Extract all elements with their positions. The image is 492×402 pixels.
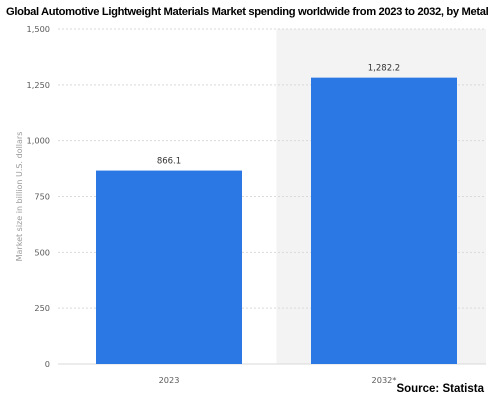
y-tick-label: 1,250 [27, 80, 50, 90]
data-label: 1,282.2 [368, 64, 400, 74]
bars [96, 77, 457, 364]
y-tick-label: 750 [34, 192, 50, 202]
y-axis-ticks: 0 250 500 750 1,000 1,250 1,500 [27, 24, 50, 369]
y-tick-label: 250 [34, 303, 50, 313]
bar [311, 77, 457, 364]
x-tick-label: 2023 [159, 375, 180, 385]
x-tick-label: 2032* [372, 375, 397, 385]
y-tick-label: 500 [34, 247, 50, 257]
y-tick-label: 1,500 [27, 24, 50, 34]
data-label: 866.1 [157, 157, 181, 167]
value-labels: 866.1 1,282.2 [157, 64, 400, 167]
bar [96, 170, 242, 364]
y-tick-label: 1,000 [27, 136, 50, 146]
y-axis-title: Market size in billion U.S. dollars [15, 132, 24, 262]
chart-title: Global Automotive Lightweight Materials … [6, 6, 489, 18]
source-label: Source: Statista [396, 383, 484, 395]
x-axis-ticks: 2023 2032* [159, 375, 397, 385]
y-tick-label: 0 [45, 359, 50, 369]
